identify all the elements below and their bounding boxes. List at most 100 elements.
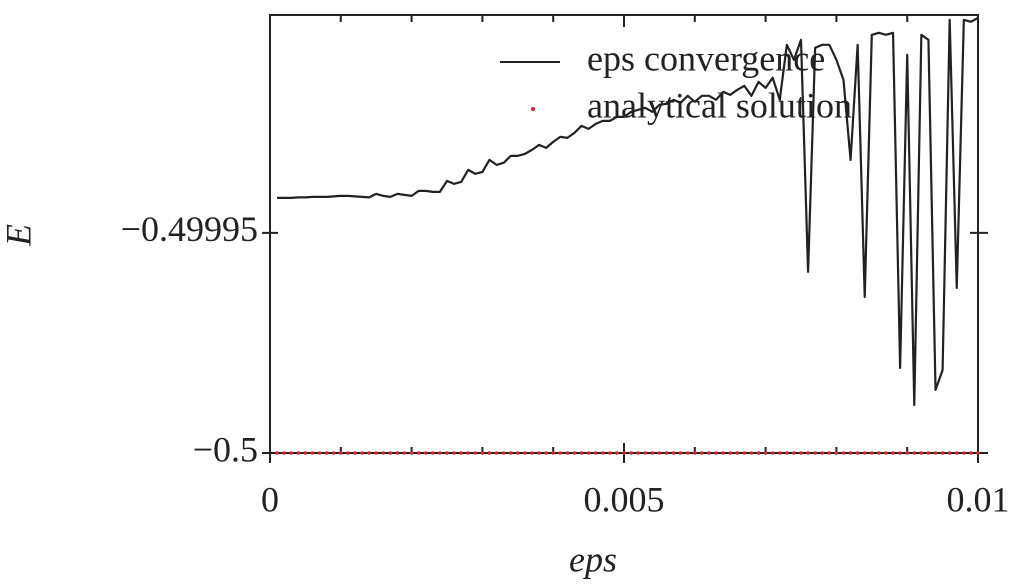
data-point bbox=[834, 451, 839, 455]
data-point bbox=[870, 451, 874, 455]
data-point bbox=[608, 451, 612, 455]
data-line bbox=[277, 16, 979, 407]
data-point bbox=[438, 451, 442, 455]
data-point bbox=[777, 451, 782, 455]
data-point bbox=[827, 451, 832, 455]
data-point bbox=[622, 451, 626, 455]
data-point bbox=[962, 451, 966, 455]
data-point bbox=[891, 451, 895, 455]
data-point bbox=[452, 451, 456, 455]
data-point bbox=[409, 451, 414, 455]
legend-label: analytical solution bbox=[587, 85, 852, 125]
data-point bbox=[282, 451, 286, 455]
x-axis-label: eps bbox=[569, 539, 617, 579]
data-point bbox=[728, 451, 732, 455]
data-point bbox=[841, 451, 846, 455]
data-point bbox=[501, 451, 506, 455]
data-point bbox=[799, 451, 803, 455]
data-point bbox=[544, 451, 548, 455]
x-tick-label: 0.01 bbox=[947, 479, 1010, 519]
data-point bbox=[848, 451, 853, 455]
data-point bbox=[289, 451, 294, 455]
data-point bbox=[636, 451, 640, 455]
data-point bbox=[792, 451, 796, 455]
data-point bbox=[671, 451, 676, 455]
data-point bbox=[976, 451, 980, 455]
data-point bbox=[296, 451, 301, 455]
data-point bbox=[586, 451, 591, 455]
data-point bbox=[516, 451, 520, 455]
data-point bbox=[459, 451, 463, 455]
data-point bbox=[678, 451, 683, 455]
data-point bbox=[905, 451, 909, 455]
data-point bbox=[742, 451, 747, 455]
data-point bbox=[395, 451, 400, 455]
data-point bbox=[813, 451, 817, 455]
x-tick-label: 0.005 bbox=[584, 479, 665, 519]
data-point bbox=[331, 451, 336, 455]
data-point bbox=[530, 451, 534, 455]
data-point bbox=[558, 451, 563, 455]
data-point bbox=[275, 451, 279, 455]
data-point bbox=[346, 451, 350, 455]
data-point bbox=[940, 451, 945, 455]
data-point bbox=[615, 451, 619, 455]
data-point bbox=[423, 451, 428, 455]
data-point bbox=[877, 451, 881, 455]
data-point bbox=[537, 451, 541, 455]
data-point bbox=[700, 451, 704, 455]
data-point bbox=[749, 451, 754, 455]
data-point bbox=[360, 451, 364, 455]
y-tick-label: −0.49995 bbox=[121, 209, 258, 249]
data-point bbox=[416, 451, 421, 455]
y-tick-label: −0.5 bbox=[193, 429, 258, 469]
data-point bbox=[324, 451, 329, 455]
data-point bbox=[933, 451, 938, 455]
data-point bbox=[303, 451, 308, 455]
data-point bbox=[643, 451, 648, 455]
data-point bbox=[664, 451, 669, 455]
data-point bbox=[629, 451, 633, 455]
data-point bbox=[685, 451, 690, 455]
data-point bbox=[763, 451, 768, 455]
data-point bbox=[756, 451, 761, 455]
data-point bbox=[388, 451, 393, 455]
data-point bbox=[785, 451, 789, 455]
data-point bbox=[310, 451, 315, 455]
data-point bbox=[820, 451, 825, 455]
data-point bbox=[735, 451, 740, 455]
legend-label: eps convergence bbox=[587, 38, 825, 78]
data-point bbox=[402, 451, 407, 455]
legend-swatch bbox=[531, 107, 535, 111]
data-point bbox=[693, 451, 697, 455]
data-point bbox=[473, 451, 478, 455]
data-point bbox=[947, 451, 952, 455]
y-axis-label: E bbox=[0, 224, 38, 247]
data-point bbox=[565, 451, 570, 455]
data-point bbox=[657, 451, 662, 455]
data-point bbox=[317, 451, 322, 455]
data-point bbox=[600, 451, 605, 455]
data-point bbox=[523, 451, 527, 455]
x-tick-label: 0 bbox=[261, 479, 279, 519]
data-point bbox=[862, 451, 867, 455]
data-point bbox=[367, 451, 371, 455]
data-point bbox=[339, 451, 343, 455]
data-point bbox=[806, 451, 810, 455]
data-point bbox=[487, 451, 492, 455]
data-point bbox=[650, 451, 655, 455]
data-point bbox=[466, 451, 471, 455]
data-point bbox=[926, 451, 931, 455]
data-point bbox=[898, 451, 902, 455]
data-point bbox=[551, 451, 555, 455]
data-point bbox=[721, 451, 725, 455]
data-point bbox=[494, 451, 499, 455]
data-point bbox=[445, 451, 449, 455]
data-point bbox=[381, 451, 386, 455]
data-point bbox=[431, 451, 435, 455]
data-point bbox=[919, 451, 924, 455]
data-point bbox=[954, 451, 959, 455]
data-point bbox=[770, 451, 775, 455]
data-point bbox=[855, 451, 860, 455]
